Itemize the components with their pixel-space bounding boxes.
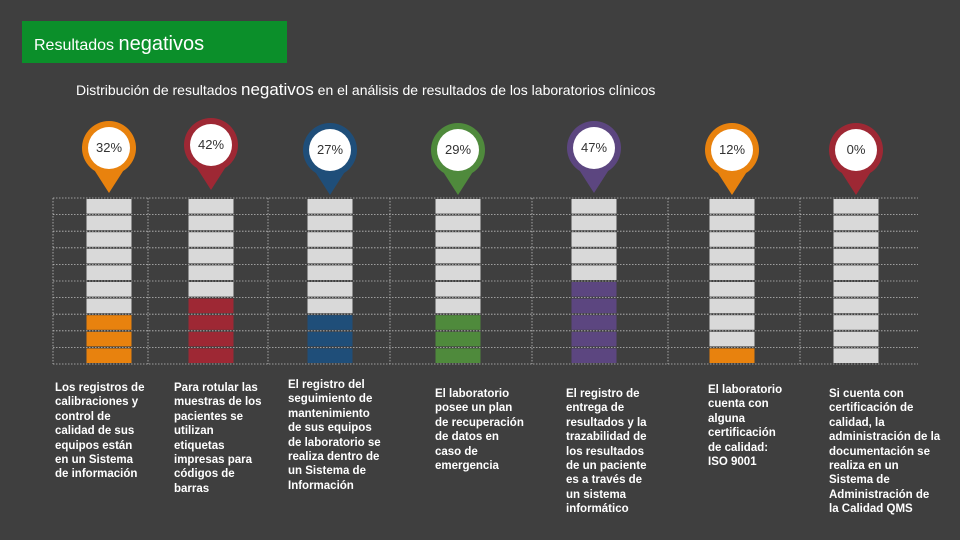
bar-segment-filled	[571, 348, 617, 363]
bar-segment-empty	[435, 265, 481, 280]
pin-inner-circle	[88, 127, 130, 169]
bar-segment-filled	[571, 298, 617, 314]
bar-segment-empty	[307, 265, 353, 280]
bar-segment-filled	[86, 315, 132, 330]
bar-segment-empty	[307, 232, 353, 247]
bar-segment-empty	[833, 232, 879, 247]
bar-segment-empty	[307, 215, 353, 231]
bar-segment-empty	[435, 282, 481, 297]
bar-segment-filled	[571, 315, 617, 330]
bar-segment-empty	[86, 265, 132, 280]
section-title: Resultados negativos	[22, 21, 287, 63]
bar-segment-empty	[833, 282, 879, 297]
bar-segment-filled	[188, 331, 234, 347]
bar-segment-empty	[188, 199, 234, 214]
bar-segment-filled	[307, 331, 353, 347]
pin-inner-circle	[190, 124, 232, 166]
bar-segment-empty	[307, 199, 353, 214]
bar-segment-empty	[86, 232, 132, 247]
value-label: 32%	[96, 140, 122, 155]
bar-segment-empty	[188, 248, 234, 264]
subtitle-part1: Distribución de resultados	[76, 82, 238, 98]
bar-segment-empty	[709, 232, 755, 247]
category-description: El laboratorio cuenta con alguna certifi…	[708, 384, 783, 469]
bar-segment-empty	[188, 265, 234, 280]
bar-segment-empty	[188, 215, 234, 231]
pin-inner-circle	[835, 129, 877, 171]
bar-segment-empty	[833, 348, 879, 363]
bar-segment-empty	[435, 199, 481, 214]
bar-segment-filled	[435, 331, 481, 347]
bar-segment-empty	[86, 199, 132, 214]
pin-inner-circle	[711, 129, 753, 171]
value-label: 42%	[198, 137, 224, 152]
subtitle-part2: negativos	[240, 80, 314, 99]
value-label: 12%	[719, 142, 745, 157]
bar-segment-empty	[307, 282, 353, 297]
bar-segment-filled	[307, 348, 353, 363]
bar-segment-filled	[435, 315, 481, 330]
bar-segment-empty	[86, 215, 132, 231]
bar-segment-empty	[571, 248, 617, 264]
chart-subtitle: Distribución de resultados negativos en …	[76, 80, 655, 100]
bar-segment-empty	[709, 331, 755, 347]
bar-segment-empty	[571, 232, 617, 247]
title-part1: Resultados	[34, 37, 115, 54]
bar-segment-filled	[307, 315, 353, 330]
category-description: El registro del seguimiento de mantenimi…	[288, 379, 381, 492]
bar-segment-empty	[833, 331, 879, 347]
bar-segment-empty	[833, 315, 879, 330]
category-description: Los registros de calibraciones y control…	[55, 382, 145, 481]
bar-segment-empty	[709, 298, 755, 314]
bar-segment-empty	[709, 215, 755, 231]
bar-segment-empty	[833, 298, 879, 314]
bar-segment-filled	[86, 331, 132, 347]
bar-segment-filled	[571, 282, 617, 297]
bar-segment-empty	[571, 199, 617, 214]
bar-segment-empty	[709, 282, 755, 297]
bar-segment-empty	[435, 215, 481, 231]
bar-segment-empty	[709, 265, 755, 280]
value-label: 29%	[445, 142, 471, 157]
value-label: 0%	[847, 142, 866, 157]
bar-segment-filled	[188, 298, 234, 314]
bar-segment-empty	[571, 215, 617, 231]
bar-segment-filled	[86, 348, 132, 363]
bar-segment-filled	[188, 348, 234, 363]
bar-segment-empty	[435, 232, 481, 247]
bar-segment-empty	[86, 282, 132, 297]
bar-segment-empty	[833, 199, 879, 214]
pin-inner-circle	[309, 129, 351, 171]
title-part2: negativos	[118, 33, 205, 55]
bar-segment-empty	[833, 248, 879, 264]
bar-segment-empty	[709, 315, 755, 330]
bar-segment-empty	[833, 215, 879, 231]
subtitle-part3: en el análisis de resultados de los labo…	[317, 82, 656, 98]
bar-segment-filled	[709, 348, 755, 363]
bar-segment-filled	[571, 331, 617, 347]
pin-inner-circle	[437, 129, 479, 171]
bar-segment-filled	[435, 348, 481, 363]
bar-segment-empty	[86, 248, 132, 264]
bar-segment-empty	[709, 199, 755, 214]
bar-segment-empty	[188, 232, 234, 247]
value-label: 47%	[581, 140, 607, 155]
category-description: El laboratorio posee un plan de recupera…	[435, 388, 524, 473]
bar-segment-empty	[833, 265, 879, 280]
value-label: 27%	[317, 142, 343, 157]
bar-segment-filled	[188, 315, 234, 330]
category-description: Si cuenta con certificación de calidad, …	[829, 388, 941, 516]
bar-segment-empty	[307, 248, 353, 264]
bar-segment-empty	[571, 265, 617, 280]
bar-segment-empty	[188, 282, 234, 297]
pin-inner-circle	[573, 127, 615, 169]
category-description: El registro de entrega de resultados y l…	[566, 388, 647, 516]
bar-segment-empty	[435, 298, 481, 314]
category-description: Para rotular las muestras de los pacient…	[174, 382, 262, 495]
bar-segment-empty	[709, 248, 755, 264]
bar-segment-empty	[86, 298, 132, 314]
bar-segment-empty	[435, 248, 481, 264]
bar-segment-empty	[307, 298, 353, 314]
